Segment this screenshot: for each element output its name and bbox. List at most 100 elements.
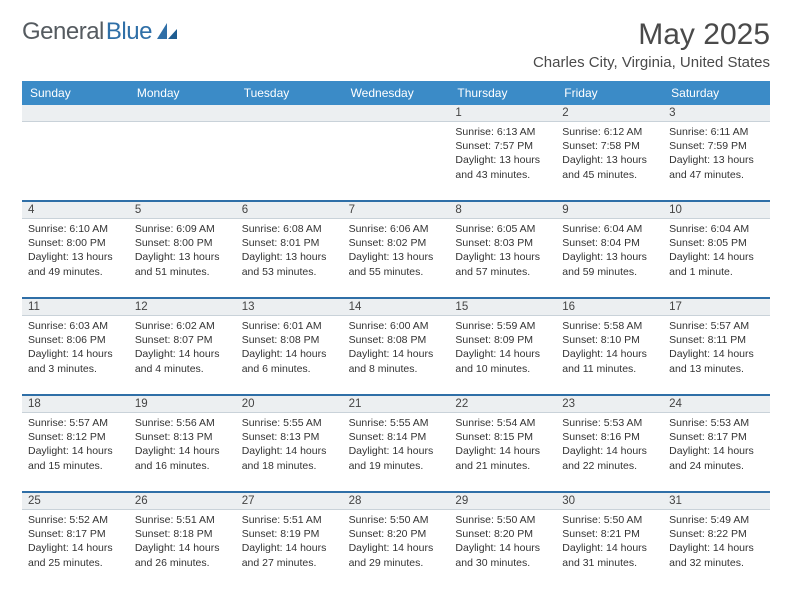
- day-cell: Sunrise: 5:51 AMSunset: 8:18 PMDaylight:…: [129, 510, 236, 588]
- sunrise-text: Sunrise: 5:49 AM: [669, 513, 764, 527]
- day-number: 28: [343, 493, 450, 509]
- sun-info: Sunrise: 5:53 AMSunset: 8:16 PMDaylight:…: [562, 416, 657, 473]
- day-cell: Sunrise: 6:13 AMSunset: 7:57 PMDaylight:…: [449, 122, 556, 200]
- location-text: Charles City, Virginia, United States: [533, 54, 770, 71]
- day2-text: and 31 minutes.: [562, 556, 657, 570]
- sun-info: Sunrise: 6:06 AMSunset: 8:02 PMDaylight:…: [349, 222, 444, 279]
- day1-text: Daylight: 14 hours: [349, 347, 444, 361]
- day-cell: Sunrise: 5:53 AMSunset: 8:17 PMDaylight:…: [663, 413, 770, 491]
- dayhead-wed: Wednesday: [343, 81, 450, 105]
- calendar-grid: Sunday Monday Tuesday Wednesday Thursday…: [22, 81, 770, 588]
- sun-info: Sunrise: 6:01 AMSunset: 8:08 PMDaylight:…: [242, 319, 337, 376]
- sun-info: Sunrise: 5:57 AMSunset: 8:12 PMDaylight:…: [28, 416, 123, 473]
- day-number: [129, 105, 236, 121]
- day1-text: Daylight: 14 hours: [349, 444, 444, 458]
- day1-text: Daylight: 14 hours: [669, 444, 764, 458]
- day2-text: and 19 minutes.: [349, 459, 444, 473]
- sunrise-text: Sunrise: 5:51 AM: [135, 513, 230, 527]
- day2-text: and 29 minutes.: [349, 556, 444, 570]
- sunrise-text: Sunrise: 5:58 AM: [562, 319, 657, 333]
- day-cell: Sunrise: 5:59 AMSunset: 8:09 PMDaylight:…: [449, 316, 556, 394]
- day1-text: Daylight: 14 hours: [349, 541, 444, 555]
- day2-text: and 43 minutes.: [455, 168, 550, 182]
- header: GeneralBlue May 2025 Charles City, Virgi…: [22, 18, 770, 71]
- day-number: 18: [22, 396, 129, 412]
- sunrise-text: Sunrise: 6:03 AM: [28, 319, 123, 333]
- sun-info: Sunrise: 5:59 AMSunset: 8:09 PMDaylight:…: [455, 319, 550, 376]
- day2-text: and 24 minutes.: [669, 459, 764, 473]
- sunrise-text: Sunrise: 6:04 AM: [669, 222, 764, 236]
- sunrise-text: Sunrise: 5:52 AM: [28, 513, 123, 527]
- day1-text: Daylight: 14 hours: [242, 541, 337, 555]
- sunrise-text: Sunrise: 6:06 AM: [349, 222, 444, 236]
- day2-text: and 3 minutes.: [28, 362, 123, 376]
- day2-text: and 1 minute.: [669, 265, 764, 279]
- sunset-text: Sunset: 7:58 PM: [562, 139, 657, 153]
- day-cell: Sunrise: 6:03 AMSunset: 8:06 PMDaylight:…: [22, 316, 129, 394]
- day-cell: Sunrise: 6:09 AMSunset: 8:00 PMDaylight:…: [129, 219, 236, 297]
- sun-info: Sunrise: 6:13 AMSunset: 7:57 PMDaylight:…: [455, 125, 550, 182]
- sun-info: Sunrise: 5:51 AMSunset: 8:19 PMDaylight:…: [242, 513, 337, 570]
- sunrise-text: Sunrise: 6:08 AM: [242, 222, 337, 236]
- day-number: 20: [236, 396, 343, 412]
- calendar-page: GeneralBlue May 2025 Charles City, Virgi…: [0, 0, 792, 598]
- daynum-row: 18192021222324: [22, 394, 770, 413]
- day1-text: Daylight: 14 hours: [28, 541, 123, 555]
- sunset-text: Sunset: 8:18 PM: [135, 527, 230, 541]
- sunset-text: Sunset: 8:07 PM: [135, 333, 230, 347]
- sunrise-text: Sunrise: 6:05 AM: [455, 222, 550, 236]
- sun-info: Sunrise: 5:58 AMSunset: 8:10 PMDaylight:…: [562, 319, 657, 376]
- day-number: 23: [556, 396, 663, 412]
- day2-text: and 55 minutes.: [349, 265, 444, 279]
- day-number: 26: [129, 493, 236, 509]
- day-number: 19: [129, 396, 236, 412]
- week-row: Sunrise: 5:52 AMSunset: 8:17 PMDaylight:…: [22, 510, 770, 588]
- day-cell: Sunrise: 6:10 AMSunset: 8:00 PMDaylight:…: [22, 219, 129, 297]
- sun-info: Sunrise: 6:04 AMSunset: 8:05 PMDaylight:…: [669, 222, 764, 279]
- day-number: 22: [449, 396, 556, 412]
- day1-text: Daylight: 13 hours: [562, 250, 657, 264]
- sun-info: Sunrise: 6:03 AMSunset: 8:06 PMDaylight:…: [28, 319, 123, 376]
- day-cell: Sunrise: 5:50 AMSunset: 8:20 PMDaylight:…: [449, 510, 556, 588]
- day2-text: and 57 minutes.: [455, 265, 550, 279]
- day-number: 16: [556, 299, 663, 315]
- day1-text: Daylight: 14 hours: [455, 347, 550, 361]
- sunset-text: Sunset: 8:12 PM: [28, 430, 123, 444]
- sun-info: Sunrise: 6:12 AMSunset: 7:58 PMDaylight:…: [562, 125, 657, 182]
- sunset-text: Sunset: 8:03 PM: [455, 236, 550, 250]
- day2-text: and 18 minutes.: [242, 459, 337, 473]
- sunset-text: Sunset: 8:14 PM: [349, 430, 444, 444]
- day1-text: Daylight: 13 hours: [455, 250, 550, 264]
- sunset-text: Sunset: 8:09 PM: [455, 333, 550, 347]
- day2-text: and 13 minutes.: [669, 362, 764, 376]
- day-cell: Sunrise: 6:02 AMSunset: 8:07 PMDaylight:…: [129, 316, 236, 394]
- day-cell: Sunrise: 5:55 AMSunset: 8:14 PMDaylight:…: [343, 413, 450, 491]
- sunrise-text: Sunrise: 5:53 AM: [562, 416, 657, 430]
- day-number: 1: [449, 105, 556, 121]
- sunset-text: Sunset: 8:08 PM: [349, 333, 444, 347]
- day-cell: Sunrise: 6:04 AMSunset: 8:04 PMDaylight:…: [556, 219, 663, 297]
- day1-text: Daylight: 14 hours: [135, 444, 230, 458]
- day-cell: Sunrise: 5:51 AMSunset: 8:19 PMDaylight:…: [236, 510, 343, 588]
- sunrise-text: Sunrise: 5:57 AM: [669, 319, 764, 333]
- sunset-text: Sunset: 8:00 PM: [28, 236, 123, 250]
- day-cell: [236, 122, 343, 200]
- sunrise-text: Sunrise: 5:55 AM: [349, 416, 444, 430]
- day-number: 24: [663, 396, 770, 412]
- daynum-row: 11121314151617: [22, 297, 770, 316]
- sunset-text: Sunset: 8:02 PM: [349, 236, 444, 250]
- week-row: Sunrise: 6:10 AMSunset: 8:00 PMDaylight:…: [22, 219, 770, 297]
- sunrise-text: Sunrise: 6:11 AM: [669, 125, 764, 139]
- day1-text: Daylight: 13 hours: [562, 153, 657, 167]
- daynum-row: 45678910: [22, 200, 770, 219]
- sun-info: Sunrise: 5:57 AMSunset: 8:11 PMDaylight:…: [669, 319, 764, 376]
- sunset-text: Sunset: 8:05 PM: [669, 236, 764, 250]
- day-number: 8: [449, 202, 556, 218]
- day-cell: Sunrise: 5:52 AMSunset: 8:17 PMDaylight:…: [22, 510, 129, 588]
- day-number: 30: [556, 493, 663, 509]
- sunrise-text: Sunrise: 6:09 AM: [135, 222, 230, 236]
- day2-text: and 27 minutes.: [242, 556, 337, 570]
- day-cell: Sunrise: 5:50 AMSunset: 8:20 PMDaylight:…: [343, 510, 450, 588]
- day1-text: Daylight: 13 hours: [349, 250, 444, 264]
- dayhead-thu: Thursday: [449, 81, 556, 105]
